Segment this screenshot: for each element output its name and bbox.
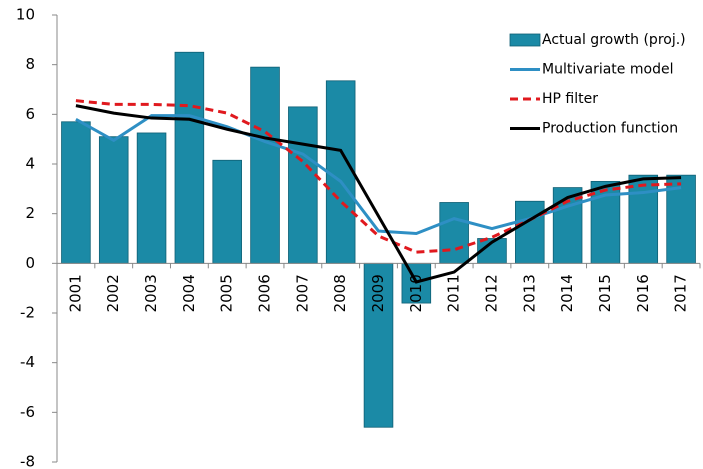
bar (61, 121, 91, 264)
y-tick-label: -6 (20, 403, 35, 421)
bar (174, 51, 205, 264)
y-tick-label: 4 (25, 155, 35, 173)
y-tick-label: -2 (20, 304, 35, 322)
y-tick-label: 2 (25, 204, 35, 222)
x-tick-label: 2005 (218, 274, 236, 312)
x-tick-label: 2004 (180, 274, 198, 312)
bar (98, 136, 129, 264)
x-tick-label: 2014 (558, 274, 576, 312)
x-tick-label: 2008 (331, 274, 349, 312)
bar (136, 132, 167, 264)
x-tick-label: 2001 (66, 274, 84, 312)
bar (250, 66, 280, 264)
x-tick-label: 2015 (596, 274, 614, 312)
x-tick-label: 2007 (293, 274, 311, 312)
legend-swatch (509, 33, 541, 47)
x-tick-label: 2013 (520, 274, 538, 312)
y-tick-label: 8 (25, 55, 35, 73)
y-tick-label: -8 (20, 453, 35, 469)
x-tick-label: 2010 (407, 274, 425, 312)
x-tick-label: 2011 (445, 274, 463, 312)
line-series (75, 99, 682, 254)
line-series (75, 114, 682, 236)
bar (325, 80, 356, 264)
x-tick-label: 2012 (482, 274, 500, 312)
y-tick-label: 6 (25, 105, 35, 123)
bar (515, 200, 545, 264)
x-tick-label: 2002 (104, 274, 122, 312)
y-tick-label: -4 (20, 353, 35, 371)
bar (628, 174, 659, 264)
legend-label: Actual growth (proj.) (542, 32, 686, 48)
x-tick-label: 2009 (369, 274, 387, 312)
x-tick-label: 2006 (256, 274, 274, 312)
bar (439, 202, 469, 264)
legend-label: Multivariate model (542, 62, 673, 78)
bar (288, 106, 318, 264)
bar (212, 159, 242, 264)
y-tick-label: 0 (25, 254, 35, 272)
y-tick-label: 10 (16, 6, 35, 24)
x-tick-label: 2003 (142, 274, 160, 312)
legend-label: Production function (542, 121, 678, 137)
line-series (75, 104, 682, 284)
legend-label: HP filter (542, 91, 598, 107)
x-tick-label: 2016 (634, 274, 652, 312)
x-tick-label: 2017 (672, 274, 690, 312)
